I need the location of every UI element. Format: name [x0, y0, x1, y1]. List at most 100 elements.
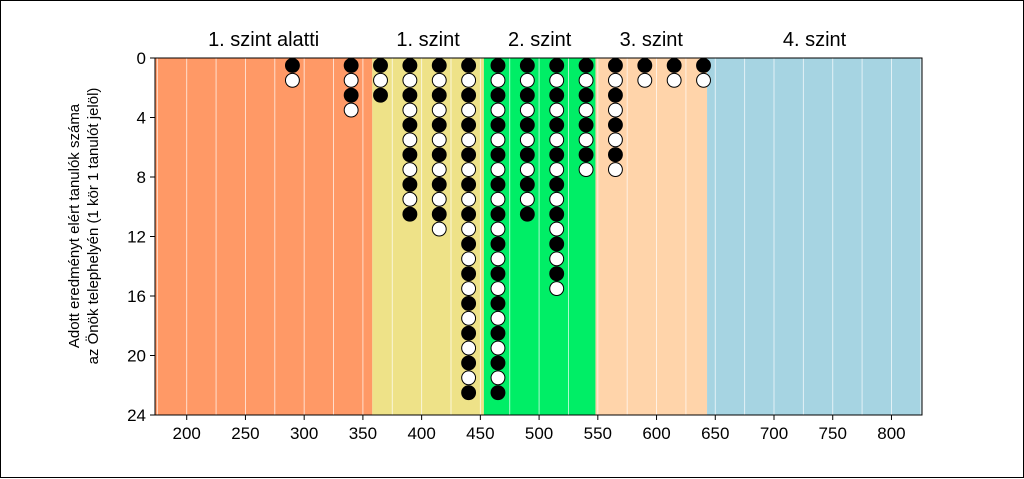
level-band	[483, 58, 596, 415]
x-tick-label: 450	[466, 424, 494, 443]
student-marker	[431, 221, 447, 237]
student-marker	[431, 162, 447, 177]
student-marker	[343, 87, 359, 103]
student-marker	[578, 117, 594, 133]
student-marker	[549, 251, 565, 267]
student-marker	[461, 58, 477, 73]
student-marker	[490, 355, 506, 371]
student-marker	[490, 162, 506, 177]
student-marker	[490, 117, 506, 133]
x-tick-label: 650	[701, 424, 729, 443]
y-axis-label: Adott eredményt elért tanulók száma az Ö…	[66, 88, 102, 365]
x-tick-label: 750	[819, 424, 847, 443]
student-marker	[490, 206, 506, 222]
student-marker	[402, 87, 418, 103]
student-marker	[402, 191, 418, 207]
student-marker	[402, 58, 418, 73]
student-marker	[431, 58, 447, 73]
student-marker	[431, 117, 447, 133]
level-label: 1. szint alatti	[208, 29, 319, 51]
student-marker	[519, 87, 535, 103]
student-marker	[461, 132, 477, 148]
student-marker	[519, 162, 535, 177]
student-marker	[461, 340, 477, 356]
student-marker	[490, 236, 506, 252]
student-marker	[461, 266, 477, 282]
student-marker	[490, 221, 506, 237]
level-label: 1. szint	[396, 29, 460, 51]
student-marker	[607, 132, 623, 148]
level-labels: 1. szint alatti 1. szint 2. szint 3. szint 4…	[208, 29, 847, 51]
student-marker	[519, 191, 535, 207]
student-marker	[607, 162, 623, 177]
y-tick-label: 4	[137, 109, 146, 128]
student-marker	[578, 162, 594, 177]
x-tick-label: 500	[525, 424, 553, 443]
student-marker	[607, 117, 623, 133]
student-marker	[549, 72, 565, 88]
student-marker	[578, 102, 594, 118]
level-band	[372, 58, 484, 415]
student-marker	[402, 117, 418, 133]
student-marker	[402, 177, 418, 192]
student-marker	[490, 266, 506, 282]
gridlines	[156, 58, 922, 415]
y-tick-label: 20	[127, 347, 146, 366]
student-marker	[490, 251, 506, 267]
student-marker	[431, 191, 447, 207]
student-marker	[461, 370, 477, 386]
level-band	[155, 58, 373, 415]
student-marker	[490, 340, 506, 356]
student-marker	[373, 72, 388, 88]
student-marker	[461, 236, 477, 252]
x-tick-label: 200	[173, 424, 201, 443]
student-marker	[490, 177, 506, 192]
student-marker	[490, 385, 506, 401]
student-marker	[549, 236, 565, 252]
student-marker	[490, 72, 506, 88]
student-marker	[696, 58, 711, 73]
level-label: 4. szint	[783, 29, 847, 51]
student-marker	[431, 87, 447, 103]
x-tick-label: 700	[760, 424, 788, 443]
student-marker	[637, 72, 653, 88]
student-marker	[578, 132, 594, 148]
student-marker	[549, 206, 565, 222]
student-marker	[461, 385, 477, 401]
student-marker	[431, 132, 447, 148]
y-axis-label-line-2: az Önök telephelyén (1 kör 1 tanulót jel…	[84, 88, 102, 365]
student-marker	[461, 87, 477, 103]
student-marker	[461, 191, 477, 207]
level-band	[707, 58, 922, 415]
student-marker	[549, 162, 565, 177]
student-marker	[490, 191, 506, 207]
student-marker	[461, 117, 477, 133]
student-marker	[284, 72, 300, 88]
student-marker	[490, 296, 506, 311]
student-marker	[461, 355, 477, 371]
student-marker	[490, 325, 506, 341]
student-marker	[607, 102, 623, 118]
student-marker	[578, 58, 594, 73]
student-marker	[490, 132, 506, 148]
student-marker	[402, 206, 418, 222]
student-marker	[402, 102, 418, 118]
student-marker	[373, 87, 388, 103]
student-marker	[549, 117, 565, 133]
student-marker	[607, 72, 623, 88]
student-marker	[490, 281, 506, 296]
student-marker	[666, 58, 682, 73]
student-marker	[549, 191, 565, 207]
student-marker	[490, 310, 506, 326]
student-markers	[284, 58, 711, 401]
student-marker	[461, 147, 477, 163]
x-tick-label: 400	[407, 424, 435, 443]
student-marker	[490, 147, 506, 163]
student-marker	[490, 370, 506, 386]
student-marker	[490, 58, 506, 73]
x-tick-label: 800	[877, 424, 905, 443]
student-marker	[431, 177, 447, 192]
student-marker	[578, 87, 594, 103]
